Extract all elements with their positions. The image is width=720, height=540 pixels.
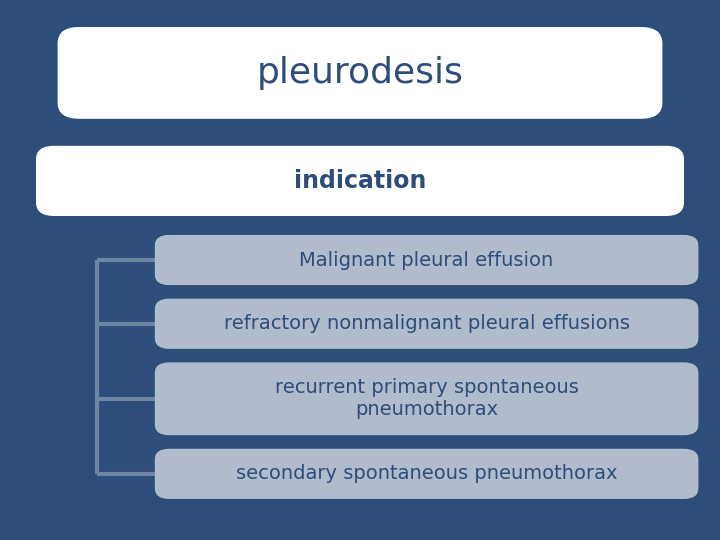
FancyBboxPatch shape — [155, 299, 698, 349]
FancyBboxPatch shape — [58, 27, 662, 119]
Text: indication: indication — [294, 169, 426, 193]
FancyBboxPatch shape — [155, 449, 698, 499]
Text: secondary spontaneous pneumothorax: secondary spontaneous pneumothorax — [236, 464, 617, 483]
FancyBboxPatch shape — [155, 362, 698, 435]
Text: recurrent primary spontaneous
pneumothorax: recurrent primary spontaneous pneumothor… — [274, 379, 579, 419]
Text: pleurodesis: pleurodesis — [256, 56, 464, 90]
FancyBboxPatch shape — [155, 235, 698, 285]
FancyBboxPatch shape — [36, 146, 684, 216]
Text: refractory nonmalignant pleural effusions: refractory nonmalignant pleural effusion… — [224, 314, 629, 333]
Text: Malignant pleural effusion: Malignant pleural effusion — [300, 251, 554, 269]
